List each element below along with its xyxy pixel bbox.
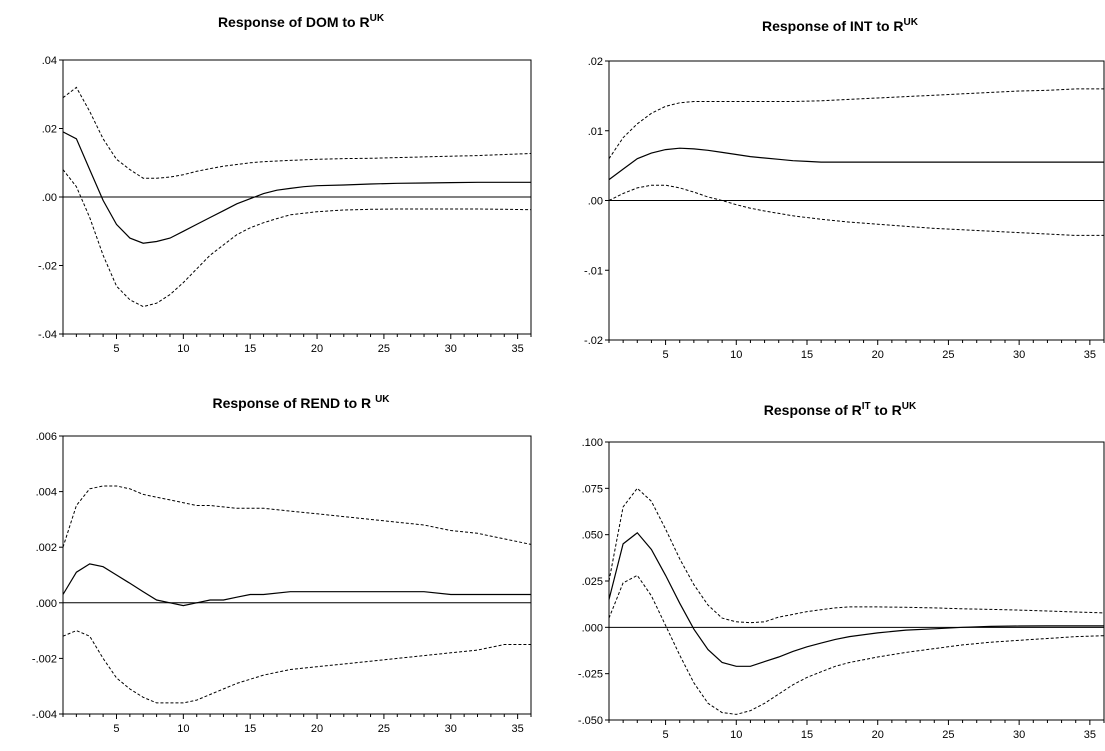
plot-frame <box>608 441 1105 721</box>
y-tick-label: -.004 <box>32 709 57 721</box>
chart-title-superscript: UK <box>902 401 917 412</box>
chart-title-superscript: UK <box>375 394 390 405</box>
upper-band-line <box>62 485 532 548</box>
y-tick-label: .00 <box>42 192 57 204</box>
y-tick-label: .025 <box>582 576 603 588</box>
y-tick-label: .00 <box>588 196 603 208</box>
y-tick-label: .006 <box>36 431 57 443</box>
x-tick-label: 5 <box>663 349 669 361</box>
y-tick-label: .01 <box>588 126 603 138</box>
x-tick-label: 25 <box>942 729 954 741</box>
chart-title: Response of INT to RUK <box>762 17 919 34</box>
x-tick-label: 35 <box>1084 349 1096 361</box>
x-tick-label: 20 <box>872 349 884 361</box>
irf-line <box>608 147 1104 181</box>
chart-title-main: Response of DOM to R <box>218 14 370 30</box>
y-tick-label: -.02 <box>584 335 603 347</box>
panel-rit-response: Response of RIT to RUK .100 .075 .050 .025.… <box>578 401 1105 741</box>
panel-rend-response: Response of REND to R UK .006 .004 .002 .00… <box>32 394 532 735</box>
upper-band-line <box>608 88 1104 159</box>
x-tick-label: 10 <box>177 723 189 735</box>
chart-title: Response of REND to R UK <box>212 394 390 411</box>
x-tick-label: 25 <box>378 343 390 355</box>
x-tick-label: 20 <box>311 343 323 355</box>
x-tick-label: 10 <box>730 729 742 741</box>
x-tick-label: 35 <box>1084 729 1096 741</box>
panel-dom-response: Response of DOM to RUK .04 .02 .00 -.02 -.04… <box>38 13 532 355</box>
lower-band-line <box>608 574 1105 715</box>
y-tick-label: -.025 <box>578 669 603 681</box>
chart-title: Response of RIT to RUK <box>764 401 917 418</box>
y-tick-label: .002 <box>36 542 57 554</box>
y-tick-label: .000 <box>36 598 57 610</box>
x-tick-label: 25 <box>942 349 954 361</box>
upper-band-line <box>608 487 1105 624</box>
y-tick-label: .004 <box>36 487 57 499</box>
lower-band-line <box>62 169 532 308</box>
chart-title-superscript: UK <box>370 13 385 24</box>
x-tick-label: 15 <box>801 729 813 741</box>
y-tick-label: -.01 <box>584 265 603 277</box>
x-tick-label: 15 <box>244 723 256 735</box>
upper-band-line <box>62 86 532 179</box>
x-tick-label: 10 <box>177 343 189 355</box>
x-tick-label: 30 <box>445 343 457 355</box>
y-tick-label: .02 <box>588 56 603 68</box>
x-tick-label: 5 <box>113 343 119 355</box>
x-tick-label: 30 <box>445 723 457 735</box>
irf-line <box>608 531 1104 667</box>
y-tick-label: .075 <box>582 483 603 495</box>
x-tick-label: 25 <box>378 723 390 735</box>
y-tick-label: .050 <box>582 530 603 542</box>
irf-line <box>62 131 531 244</box>
y-tick-label: -.02 <box>38 261 57 273</box>
chart-title-superscript: UK <box>904 17 919 28</box>
x-tick-label: 35 <box>512 723 524 735</box>
x-tick-label: 15 <box>801 349 813 361</box>
chart-title: Response of DOM to RUK <box>218 13 385 30</box>
lower-band-line <box>608 184 1104 236</box>
y-tick-label: .100 <box>582 437 603 449</box>
y-tick-label: -.04 <box>38 329 57 341</box>
x-tick-label: 35 <box>512 343 524 355</box>
plot-frame <box>62 435 532 715</box>
x-tick-label: 20 <box>311 723 323 735</box>
irf-line <box>62 563 531 607</box>
chart-title-main: Response of R <box>764 402 862 418</box>
y-tick-label: .000 <box>582 622 603 634</box>
x-tick-label: 5 <box>663 729 669 741</box>
x-tick-label: 20 <box>872 729 884 741</box>
panel-int-response: Response of INT to RUK .02 .01 .00 -.01 -.02… <box>584 17 1105 361</box>
chart-title-superscript-it: IT <box>862 401 871 412</box>
y-tick-label: -.002 <box>32 653 57 665</box>
chart-title-main: Response of INT to R <box>762 18 904 34</box>
y-tick-label: .02 <box>42 124 57 136</box>
x-tick-label: 15 <box>244 343 256 355</box>
y-tick-label: -.050 <box>578 715 603 727</box>
x-tick-label: 10 <box>730 349 742 361</box>
chart-title-mid: to R <box>871 402 902 418</box>
lower-band-line <box>62 630 531 704</box>
x-tick-label: 30 <box>1013 729 1025 741</box>
y-tick-label: .04 <box>42 55 57 67</box>
x-tick-label: 5 <box>113 723 119 735</box>
chart-title-main: Response of REND to R <box>212 395 375 411</box>
x-tick-label: 30 <box>1013 349 1025 361</box>
